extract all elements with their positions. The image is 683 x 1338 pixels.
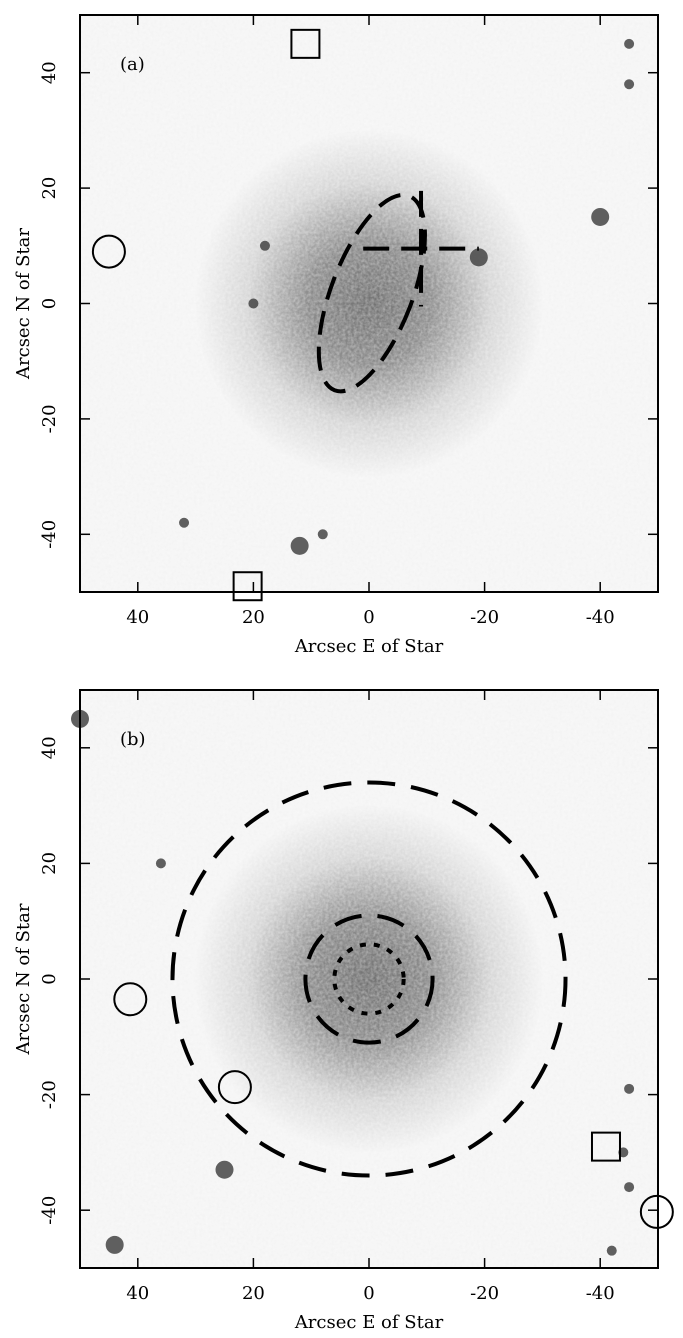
cross [363, 190, 479, 307]
y-axis-title: Arcsec N of Star [13, 228, 34, 380]
star [259, 240, 270, 251]
x-axis-title: Arcsec E of Star [294, 636, 444, 657]
x-tick-label: 0 [363, 607, 374, 628]
x-tick-label: -20 [470, 1283, 499, 1304]
star [215, 1160, 234, 1179]
star [624, 79, 635, 90]
y-axis-title: Arcsec N of Star [13, 903, 34, 1055]
y-tick-label: 0 [39, 298, 60, 309]
panel-label: (a) [120, 54, 145, 75]
image-noise [80, 690, 658, 1268]
star [624, 1182, 635, 1193]
x-tick-label: 40 [126, 1283, 149, 1304]
x-tick-label: 0 [363, 1283, 374, 1304]
y-tick-label: -20 [39, 1080, 60, 1109]
square-marker [590, 1131, 621, 1162]
x-tick-label: -40 [586, 1283, 615, 1304]
x-axis-title: Arcsec E of Star [294, 1312, 444, 1333]
star [606, 1245, 617, 1256]
star [624, 1083, 635, 1094]
star [624, 38, 635, 49]
panel-label: (b) [120, 729, 146, 750]
panel: 40 20 0 -20 -40 -40 -20 0 20 40 Arcsec E of Star Ar… [13, 689, 674, 1333]
star [155, 858, 166, 869]
ring [332, 942, 406, 1016]
y-tick-label: 20 [39, 852, 60, 875]
region-ellipse [316, 192, 427, 394]
x-tick-label: -20 [470, 607, 499, 628]
y-tick-label: -40 [39, 1196, 60, 1225]
circle-marker [217, 1070, 252, 1105]
ring [170, 780, 568, 1178]
y-tick-label: -40 [39, 520, 60, 549]
square-marker [290, 28, 321, 59]
star [290, 536, 309, 555]
x-tick-label: 20 [242, 607, 265, 628]
star [469, 248, 488, 267]
y-tick-label: 20 [39, 177, 60, 200]
circle-marker [91, 234, 126, 269]
circle-marker [639, 1194, 674, 1229]
star [317, 529, 328, 540]
y-tick-label: 40 [39, 61, 60, 84]
y-tick-label: 40 [39, 736, 60, 759]
x-tick-label: 40 [126, 607, 149, 628]
x-tick-label: -40 [586, 607, 615, 628]
panel: 40 20 0 -20 -40 -40 -20 0 20 40 Arcsec E of Star Ar… [13, 14, 659, 657]
circle-marker [113, 982, 148, 1017]
star [105, 1235, 124, 1254]
star [591, 207, 610, 226]
x-tick-label: 20 [242, 1283, 265, 1304]
y-tick-label: -20 [39, 404, 60, 433]
star [248, 298, 259, 309]
image-noise [80, 15, 658, 592]
ring [303, 913, 435, 1045]
star [179, 517, 190, 528]
y-tick-label: 0 [39, 973, 60, 984]
square-marker [232, 571, 263, 602]
